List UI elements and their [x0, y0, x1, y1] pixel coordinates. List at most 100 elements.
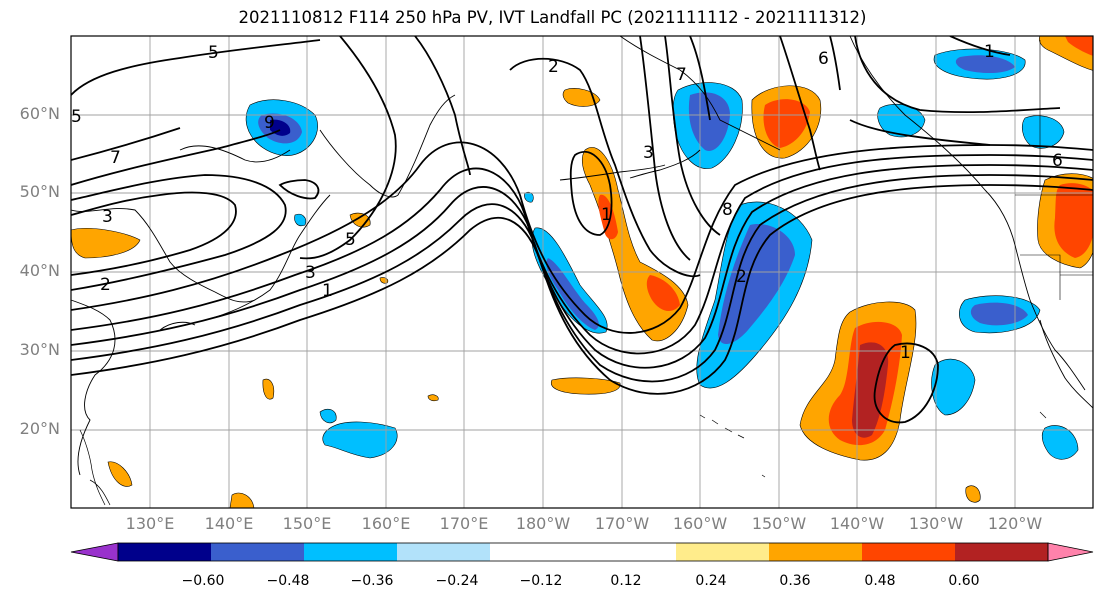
contour-label: 3	[102, 207, 113, 227]
pos-region	[379, 277, 389, 284]
colorbar	[70, 542, 1094, 562]
neg-region-core	[955, 55, 1015, 74]
colorbar-tick-label: −0.12	[519, 573, 563, 589]
pos-region-core	[1054, 183, 1093, 258]
pv-contour	[949, 36, 1011, 56]
lon-label: 160°W	[672, 514, 728, 533]
colorbar-tick-label: 0.24	[695, 573, 727, 589]
colorbar-segment	[304, 543, 398, 561]
lat-label-20n: 20°N	[19, 419, 60, 438]
contour-label: 8	[722, 200, 733, 220]
neg-region	[294, 213, 307, 227]
colorbar-tick-label: 0.48	[864, 573, 896, 589]
map-frame	[70, 35, 1094, 509]
lon-label: 150°E	[282, 514, 332, 533]
pos-region	[71, 228, 141, 259]
colorbar-extend-min	[70, 542, 119, 562]
pv-contour	[569, 150, 613, 236]
colorbar-tick-label: −0.24	[435, 573, 479, 589]
pos-region-core2	[852, 342, 889, 438]
lat-label-50n: 50°N	[19, 182, 60, 201]
lon-label: 120°W	[987, 514, 1043, 533]
lon-label: 130°E	[125, 514, 175, 533]
colorbar-segment	[490, 543, 584, 561]
contour-label: 1	[984, 42, 995, 62]
contour-label: 2	[736, 267, 747, 287]
contour-label: 3	[643, 143, 654, 163]
neg-region-core	[688, 92, 730, 151]
neg-region	[322, 421, 398, 459]
gridlines	[71, 36, 1093, 508]
pv-contour	[829, 36, 991, 146]
pv-contour	[71, 141, 1093, 334]
pv-contour	[71, 174, 287, 291]
map-area: 5 7 3 2 1 9 5 3 1 2 3 6 7 1 8 2 6 1 5	[71, 36, 1093, 508]
shaded-fields	[71, 36, 1093, 508]
state-borders	[1015, 40, 1093, 300]
neg-region	[1041, 425, 1079, 460]
contour-label: 1	[322, 281, 333, 301]
lon-label: 170°E	[439, 514, 489, 533]
colorbar-tick-label: 0.12	[610, 573, 642, 589]
pos-region-core	[1065, 36, 1093, 56]
pv-contour	[71, 154, 1093, 355]
islands-philippines	[79, 429, 111, 506]
neg-region-core	[546, 258, 599, 330]
colorbar-segment	[583, 543, 677, 561]
pv-contour	[71, 191, 237, 276]
contour-label: 1	[601, 205, 612, 225]
pv-contour	[414, 36, 471, 176]
neg-region	[319, 408, 337, 424]
contour-label: 6	[1052, 151, 1063, 171]
pv-contour	[873, 342, 939, 424]
pv-contours	[71, 36, 1093, 424]
colorbar-segment	[769, 543, 863, 561]
pos-region	[965, 485, 981, 503]
coastline-kamchatka	[319, 94, 456, 198]
colorbar-segment	[862, 543, 956, 561]
pv-contour	[854, 36, 1061, 114]
pv-contour	[71, 184, 1093, 395]
colorbar-tick-label: 0.60	[948, 573, 980, 589]
pos-region	[107, 461, 133, 487]
pos-region	[427, 394, 439, 402]
pv-contour	[71, 39, 321, 96]
colorbar-tick-label: −0.36	[350, 573, 394, 589]
contour-labels: 5 7 3 2 1 9 5 3 1 2 3 6 7 1 8 2 6 1 5	[71, 42, 1063, 363]
pv-contour	[71, 164, 1093, 369]
neg-region-core	[718, 224, 795, 345]
colorbar-segment	[955, 543, 1049, 561]
pv-contour	[71, 174, 1093, 383]
contour-label: 7	[676, 65, 687, 85]
pv-contour	[299, 36, 397, 260]
neg-region-core	[970, 302, 1028, 326]
lat-label-30n: 30°N	[19, 340, 60, 359]
lon-label: 150°W	[751, 514, 807, 533]
coastline-alaska	[619, 36, 781, 179]
lon-label: 140°W	[829, 514, 885, 533]
lat-label-40n: 40°N	[19, 261, 60, 280]
lon-label: 180°W	[515, 514, 571, 533]
coastlines	[71, 36, 1093, 506]
colorbar-segment	[397, 543, 491, 561]
contour-label: 3	[305, 263, 316, 283]
pos-region	[229, 492, 255, 508]
contour-label: 1	[900, 343, 911, 363]
neg-region	[524, 191, 534, 203]
contour-label: 2	[100, 275, 111, 295]
contour-label: 5	[345, 230, 356, 250]
pv-contour	[71, 127, 181, 161]
coastline-okhotsk	[179, 145, 291, 163]
lat-label-60n: 60°N	[19, 104, 60, 123]
colorbar-tick-label: −0.60	[181, 573, 225, 589]
pv-contour	[509, 57, 701, 278]
pos-region-core	[598, 194, 618, 240]
contour-label: 5	[208, 43, 219, 63]
neg-region	[1021, 115, 1065, 149]
contour-label: 5	[71, 107, 82, 127]
pv-contour	[779, 36, 821, 171]
colorbar-frame	[117, 542, 1049, 562]
pos-region-core	[646, 275, 680, 312]
colorbar-segment	[118, 543, 212, 561]
